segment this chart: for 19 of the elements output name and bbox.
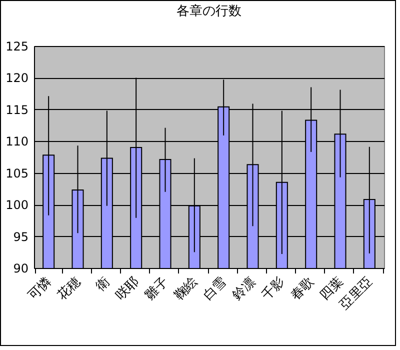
y-tick-label: 110 [6,134,28,149]
chart-title: 各章の行数 [176,4,242,19]
x-tick-label: 千影 [259,274,288,304]
y-tick-label: 125 [6,40,28,54]
x-tick-label: 鞠絵 [172,274,201,304]
y-tick-label: 105 [6,166,28,180]
x-tick-label: 鈴凛 [230,274,259,304]
x-tick-label: 春歌 [288,274,318,304]
y-tick-label: 115 [6,102,28,117]
y-tick-label: 120 [6,71,28,86]
x-tick-label: 雛子 [142,274,172,304]
y-tick-label: 90 [13,262,28,276]
x-tick-label: 白雪 [200,274,230,304]
x-tick-label: 花穂 [54,274,84,304]
y-tick-label: 95 [13,230,28,244]
x-tick-label: 咲耶 [113,274,142,304]
y-tick-label: 100 [6,198,28,212]
x-tick-label: 衛 [93,274,114,294]
x-tick-label: 可憐 [26,274,55,304]
